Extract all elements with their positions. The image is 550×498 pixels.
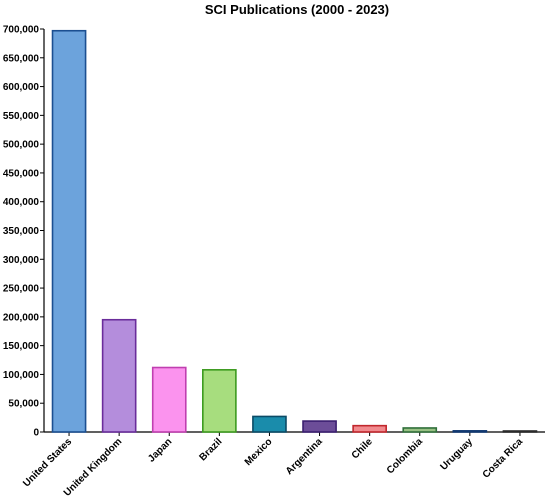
bar-uruguay — [452, 430, 488, 433]
bar-japan — [151, 366, 187, 433]
bar-chile — [352, 424, 387, 433]
bar-brazil — [202, 369, 237, 433]
y-tick-label: 550,000 — [3, 111, 40, 122]
bar-argentina — [302, 420, 337, 433]
x-tick-label: Mexico — [243, 436, 275, 468]
y-tick-label: 400,000 — [3, 197, 40, 208]
y-tick-label: 200,000 — [3, 312, 40, 323]
x-tick-label: Uruguay — [439, 436, 476, 473]
y-tick-label: 0 — [33, 428, 39, 439]
y-tick-label: 350,000 — [3, 226, 40, 237]
x-tick-label: Japan — [146, 436, 174, 464]
x-tick-label: Argentina — [284, 436, 325, 477]
y-tick-label: 600,000 — [3, 82, 40, 93]
y-tick-label: 450,000 — [3, 168, 40, 179]
chart-title: SCI Publications (2000 - 2023) — [205, 2, 389, 17]
bar-colombia — [402, 427, 438, 433]
x-tick-label: United States — [21, 436, 74, 489]
bar-united-states — [51, 29, 87, 433]
bar-costa-rica — [502, 430, 538, 433]
x-tick-label: Chile — [350, 436, 375, 461]
y-tick-label: 700,000 — [3, 25, 40, 36]
x-tick-label: Colombia — [385, 436, 425, 476]
y-tick-label: 650,000 — [3, 53, 40, 64]
bar-united-kingdom — [101, 318, 137, 433]
y-axis: 0 50,000 100,000 150,000 200,000 250,000 300,0… — [3, 25, 45, 439]
bars — [51, 29, 538, 433]
y-tick-label: 100,000 — [3, 370, 40, 381]
y-tick-label: 150,000 — [3, 341, 40, 352]
x-tick-label: Costa Rica — [481, 436, 526, 481]
y-tick-label: 500,000 — [3, 140, 40, 151]
x-tick-label: Brazil — [197, 436, 224, 463]
y-tick-label: 300,000 — [3, 255, 40, 266]
bar-mexico — [252, 415, 287, 433]
y-tick-label: 250,000 — [3, 284, 40, 295]
y-tick-label: 50,000 — [8, 399, 39, 410]
